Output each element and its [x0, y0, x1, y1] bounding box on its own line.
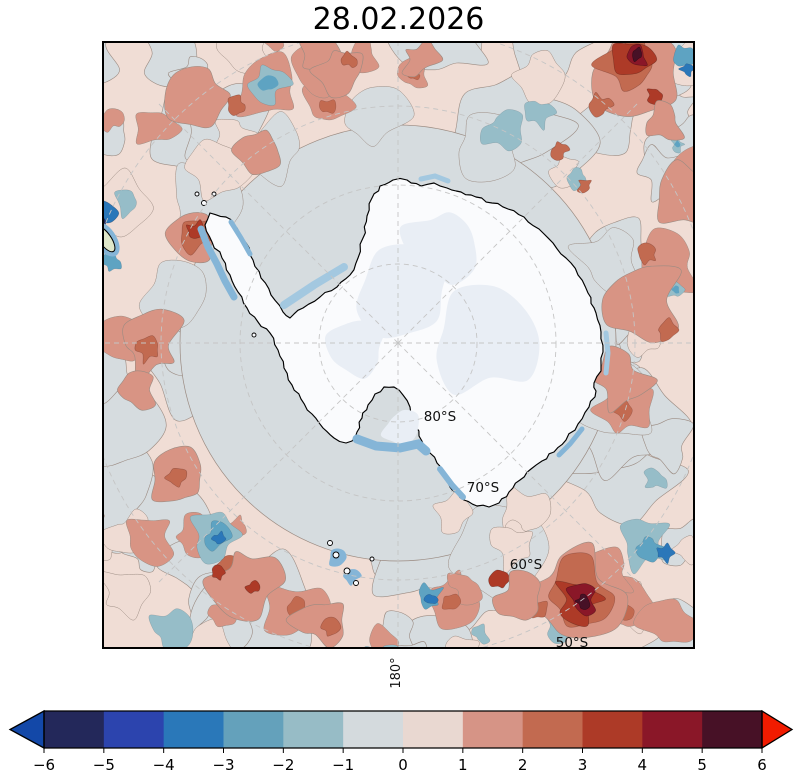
colorbar-segment	[702, 711, 763, 748]
antarctica-continent	[194, 173, 611, 586]
island	[353, 580, 359, 586]
island	[327, 540, 333, 546]
colorbar-segment	[462, 711, 524, 748]
colorbar-tick-label: 2	[518, 756, 528, 774]
colorbar-tick-label: 6	[757, 756, 767, 774]
colorbar-over-arrow	[761, 709, 794, 750]
sea-ice-fringe	[437, 466, 466, 500]
colorbar-under-arrow	[8, 709, 45, 750]
colorbar-segment	[343, 711, 404, 748]
colorbar-segment	[44, 711, 105, 748]
antarctic-map-panel: 80°S 70°S 60°S 50°S	[102, 41, 695, 651]
island	[332, 551, 340, 559]
colorbar-tick-label: −2	[272, 756, 294, 774]
colorbar-tick-label: 5	[697, 756, 707, 774]
sea-ice-fringe	[197, 225, 238, 301]
colorbar-tick-label: −5	[93, 756, 115, 774]
island	[194, 191, 200, 197]
sea-ice-fringe	[280, 263, 348, 309]
figure-title: 28.02.2026	[312, 2, 485, 37]
colorbar-segment	[582, 711, 643, 748]
colorbar-tick-label: 4	[638, 756, 648, 774]
colorbar-tick-label: −1	[332, 756, 354, 774]
meridian-180-label: 180°	[389, 657, 404, 689]
colorbar-tick-label: 1	[458, 756, 468, 774]
colorbar-segment	[403, 711, 464, 748]
colorbar-tick-label: −6	[33, 756, 55, 774]
colorbar-segment	[283, 711, 344, 748]
colorbar-segment	[642, 711, 703, 748]
colorbar-tick-label: 3	[578, 756, 588, 774]
sea-ice-fringe	[603, 330, 611, 376]
colorbar-segment	[103, 711, 165, 748]
colorbar-tick-label: −3	[212, 756, 234, 774]
sea-ice-fringe	[228, 219, 253, 257]
colorbar-segment	[223, 711, 284, 748]
colorbar-segment	[163, 711, 225, 748]
sea-ice-fringe	[352, 434, 431, 456]
island	[251, 332, 257, 338]
sea-ice-fringe	[556, 426, 585, 458]
colorbar: −6 −5 −4 −3 −2 −1 0 1 2 3 4 5 6	[8, 709, 794, 774]
colorbar-tick-label: 0	[398, 756, 408, 774]
anomaly-map-canvas	[104, 43, 693, 647]
island	[369, 556, 375, 562]
island	[343, 567, 351, 575]
sea-ice-fringe	[418, 173, 451, 184]
graticule	[104, 43, 693, 647]
colorbar-segment	[522, 711, 584, 748]
antarctica-coastline	[204, 177, 604, 508]
colorbar-tick-label: −4	[153, 756, 175, 774]
